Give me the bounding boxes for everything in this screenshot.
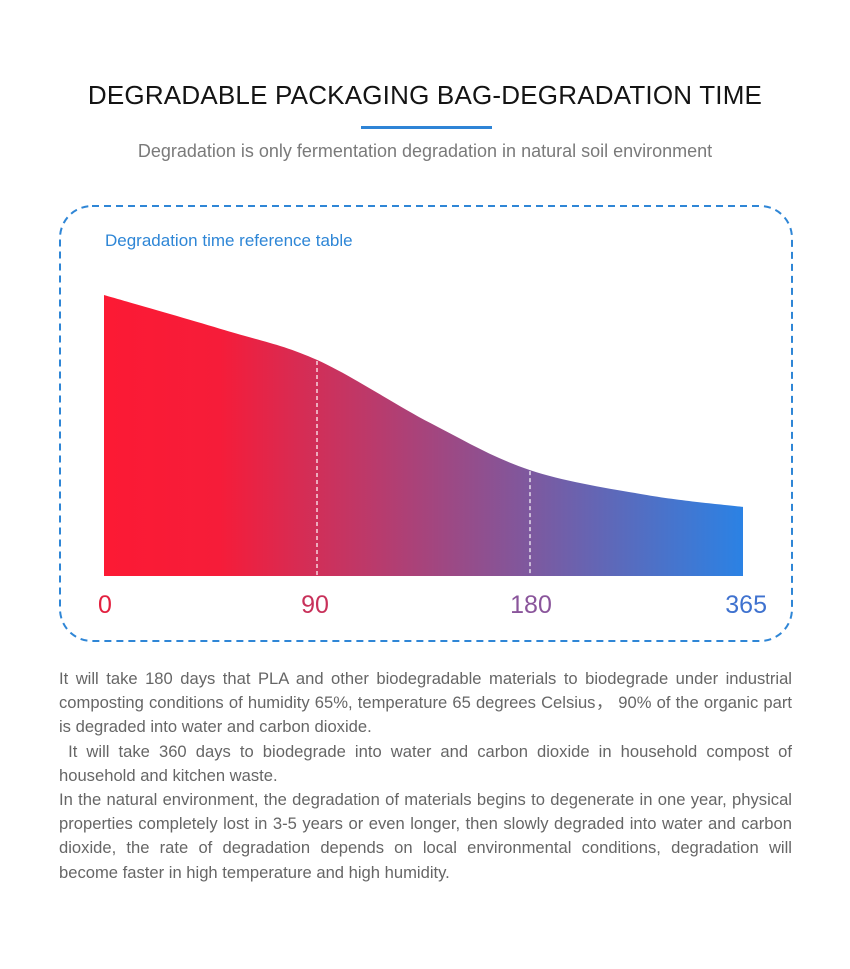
degradation-area	[104, 295, 743, 576]
x-tick-label-365: 365	[725, 591, 767, 619]
x-tick-label-180: 180	[510, 591, 552, 619]
chart-title: Degradation time reference table	[105, 231, 353, 250]
x-tick-label-90: 90	[301, 591, 329, 619]
paragraph-household-compost: It will take 360 days to biodegrade into…	[59, 741, 797, 785]
paragraph-industrial-compost: It will take 180 days that PLA and other…	[59, 669, 792, 737]
title-underline	[361, 126, 492, 129]
dashed-frame	[59, 205, 793, 642]
paragraph-natural-environment: In the natural environment, the degradat…	[59, 790, 792, 882]
page-title: DEGRADABLE PACKAGING BAG-DEGRADATION TIM…	[87, 80, 763, 110]
description-text: It will take 180 days that PLA and other…	[59, 667, 792, 885]
x-tick-label-0: 0	[98, 591, 112, 619]
page-subtitle: Degradation is only fermentation degrada…	[137, 141, 713, 161]
